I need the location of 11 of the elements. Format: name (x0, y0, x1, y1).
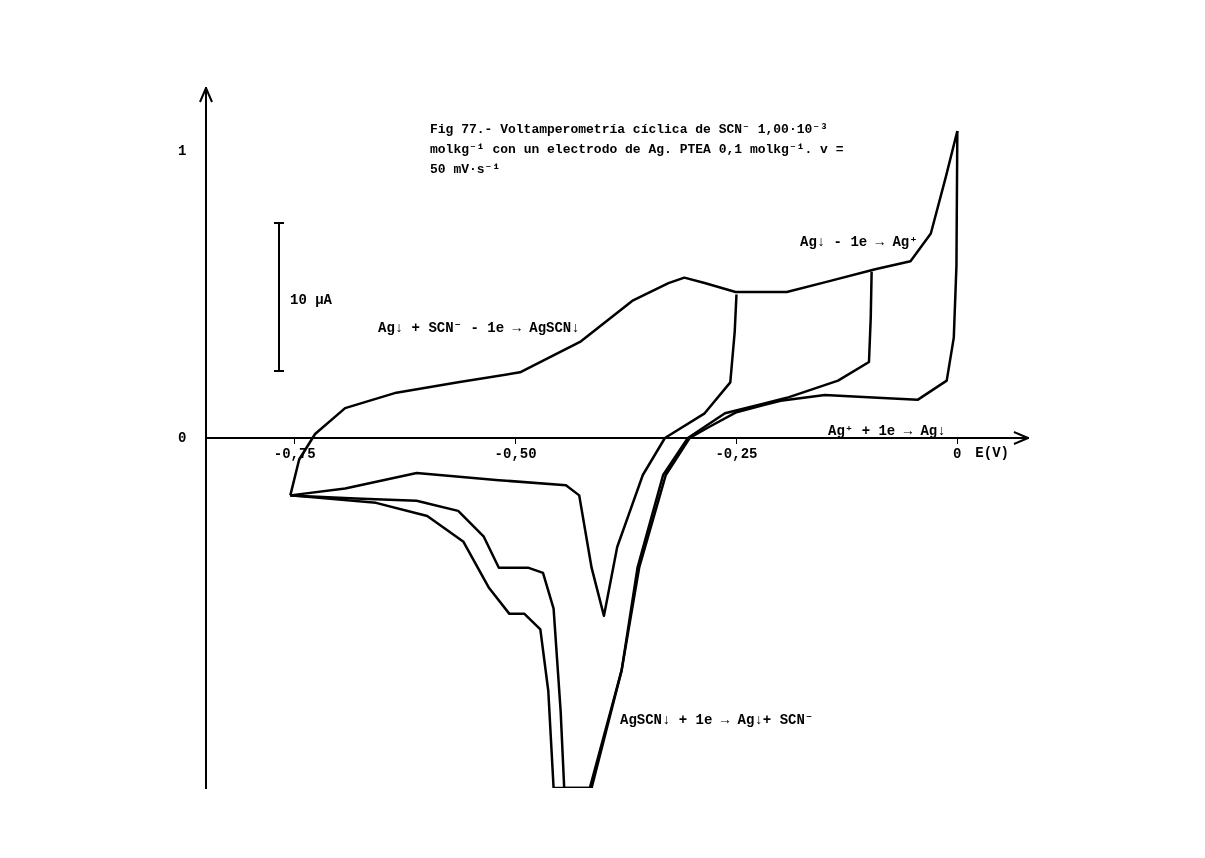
annotation: 10 μA (290, 291, 333, 308)
x-tick-label: -0,25 (715, 445, 758, 462)
x-tick-label: 0 (953, 445, 962, 462)
text: Fig 77.- Voltamperometría cíclica de SCN⁻ 1,00·10⁻³ molkg⁻¹ con un electrodo de Ag. PTEA 0,1 molkg⁻¹. v = 50 mV·s⁻¹ (430, 121, 845, 179)
annotation: AgSCN↓ + 1e → Ag↓+ SCN⁻ (620, 711, 814, 728)
annotation: Ag↓ + SCN⁻ - 1e → AgSCN↓ (378, 319, 580, 336)
x-axis-title: E(V) (975, 444, 1009, 461)
annotation: Ag↓ - 1e → Ag⁺ (800, 233, 918, 250)
annotation: Ag⁺ + 1e → Ag↓ (828, 422, 946, 439)
y-tick-label: 1 (178, 142, 187, 159)
x-tick-label: -0,50 (494, 445, 537, 462)
